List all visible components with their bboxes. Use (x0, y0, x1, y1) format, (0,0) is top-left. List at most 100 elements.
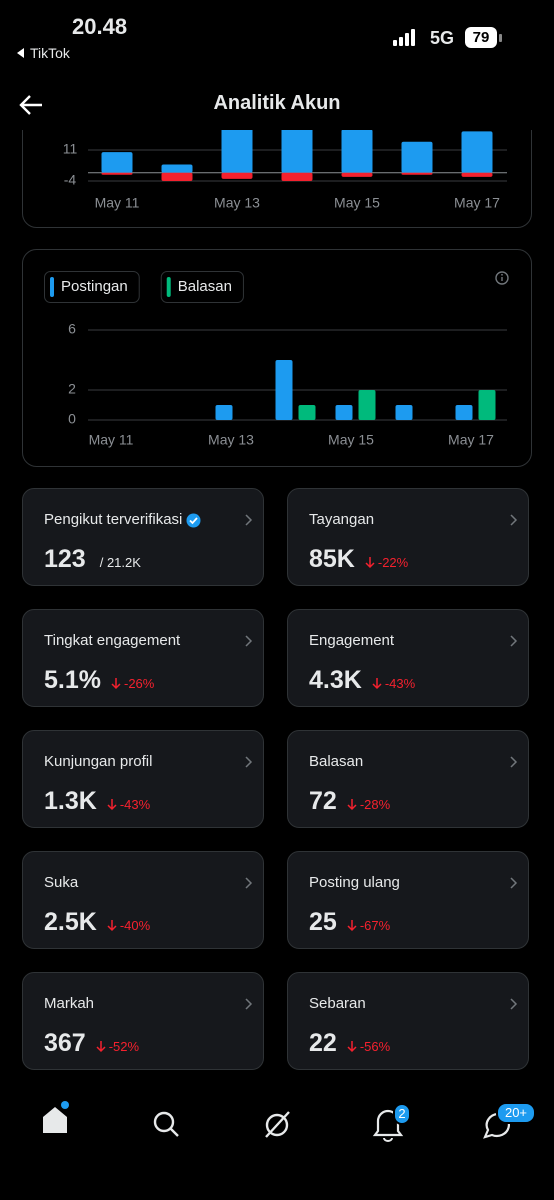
chevron (245, 997, 253, 1015)
chevron (510, 634, 518, 652)
metric-change: -52% (108, 1039, 140, 1054)
metric-card[interactable]: Markah 367 -52% (22, 972, 264, 1070)
change-arrow (347, 919, 357, 937)
y-tick-label: 0 (68, 411, 76, 427)
chart-card (22, 130, 532, 228)
metric-label: Tingkat engagement (44, 632, 181, 649)
metric-change: -56% (359, 1039, 391, 1054)
chevron (245, 755, 253, 773)
y-tick-label: -4 (64, 172, 77, 188)
metric-value: 4.3K (309, 666, 362, 694)
metric-change: -43% (384, 676, 416, 691)
chevron (245, 634, 253, 652)
nav-notifications[interactable] (372, 1109, 404, 1142)
metric-label: Balasan (309, 753, 364, 770)
bar (281, 172, 313, 181)
back-app-label[interactable]: TikTok (30, 45, 70, 61)
metric-change: -43% (119, 797, 151, 812)
legend-box (44, 271, 140, 303)
chevron (510, 997, 518, 1015)
battery: 79 (465, 27, 497, 48)
bar (101, 152, 133, 173)
y-tick-label: 2 (68, 381, 76, 397)
verified-badge (186, 513, 201, 533)
bar (281, 130, 313, 173)
change-arrow (107, 919, 117, 937)
metric-change: -22% (377, 555, 409, 570)
metric-value: 367 (44, 1029, 86, 1057)
bar (461, 172, 493, 177)
bar (298, 405, 316, 420)
legend-box (160, 271, 244, 303)
bar (161, 164, 193, 173)
metric-card[interactable]: Engagement 4.3K -43% (287, 609, 529, 707)
bar (161, 172, 193, 181)
metric-card[interactable]: Kunjungan profil 1.3K -43% (22, 730, 264, 828)
bar (341, 172, 373, 177)
legend-swatch (166, 277, 171, 297)
nav-grok[interactable] (265, 1111, 290, 1138)
bar (478, 390, 496, 420)
legend-label: Postingan (61, 278, 128, 295)
metric-card[interactable]: Pengikut terverifikasi 123 / 21.2K (22, 488, 264, 586)
back-button[interactable] (18, 93, 44, 117)
x-tick-label: May 11 (89, 432, 134, 448)
metric-value: 2.5K (44, 908, 97, 936)
bar (221, 130, 253, 173)
change-arrow (111, 677, 121, 695)
chevron (245, 876, 253, 894)
bar (221, 172, 253, 179)
info-icon[interactable] (495, 271, 509, 285)
bar (358, 390, 376, 420)
x-tick-label: May 15 (334, 195, 380, 211)
y-tick-label: 6 (68, 321, 76, 337)
metric-total: / 21.2K (99, 555, 141, 570)
metric-change: -26% (123, 676, 155, 691)
nav-home[interactable] (43, 1101, 69, 1133)
x-tick-label: May 11 (95, 195, 140, 211)
chart: -4 11 May 11 May 13 May 15 May 17 (22, 130, 532, 228)
network: 5G (430, 28, 455, 48)
change-arrow (365, 556, 375, 574)
bar (215, 405, 233, 420)
nav-search[interactable] (153, 1111, 179, 1137)
chart-viewport: -4 11 May 11 May 13 May 15 May 17 (0, 130, 554, 230)
chevron (510, 876, 518, 894)
chevron (245, 513, 253, 531)
change-arrow (347, 798, 357, 816)
bar (335, 405, 353, 420)
metric-value: 22 (309, 1029, 337, 1057)
bottom-nav (43, 1101, 510, 1142)
signal-icon (393, 29, 415, 46)
change-arrow (96, 1040, 106, 1058)
metric-card[interactable]: Posting ulang 25 -67% (287, 851, 529, 949)
x-tick-label: May 17 (454, 195, 500, 211)
metric-card[interactable]: Suka 2.5K -40% (22, 851, 264, 949)
metric-label: Sebaran (309, 995, 366, 1012)
legend-item: Postingan (44, 271, 140, 303)
bar (461, 131, 493, 173)
bar (341, 130, 373, 173)
clock: 20.48 (72, 14, 128, 39)
bar (101, 172, 133, 175)
metric-change: -28% (359, 797, 391, 812)
metric-change: -40% (119, 918, 151, 933)
metric-card[interactable]: Balasan 72 -28% (287, 730, 529, 828)
chart: 0 2 6 May 11 May 13 May 15 May 17 Postingan Bala… (22, 249, 532, 467)
metric-value: 72 (309, 787, 337, 815)
battery-tip (499, 34, 502, 42)
bar (401, 172, 433, 175)
notifications-badge: 2 (393, 1103, 411, 1125)
metric-label: Suka (44, 874, 79, 891)
legend-item: Balasan (160, 271, 244, 303)
metric-card[interactable]: Sebaran 22 -56% (287, 972, 529, 1070)
metric-card[interactable]: Tingkat engagement 5.1% -26% (22, 609, 264, 707)
metric-card[interactable]: Tayangan 85K -22% (287, 488, 529, 586)
metric-value: 85K (309, 545, 355, 573)
page-title: Analitik Akun (213, 92, 341, 114)
legend-label: Balasan (178, 278, 232, 295)
bar (401, 141, 433, 173)
x-tick-label: May 17 (448, 432, 494, 448)
metric-label: Posting ulang (309, 874, 400, 891)
